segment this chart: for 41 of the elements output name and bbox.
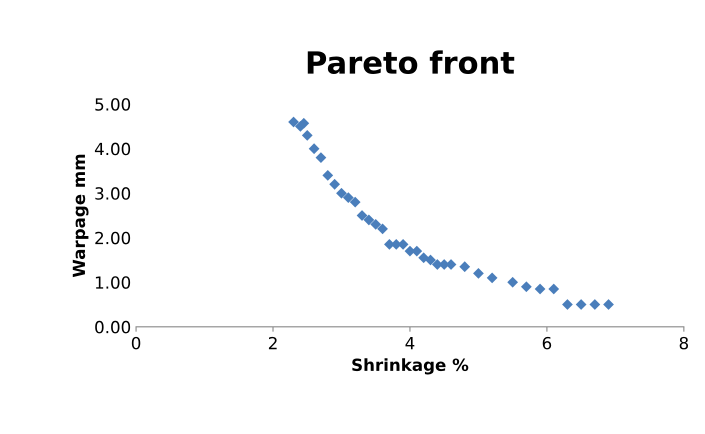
point: [288, 116, 299, 128]
point: [603, 299, 614, 310]
x-tick-label: 0: [132, 336, 140, 350]
point: [486, 272, 498, 284]
point: [589, 299, 600, 310]
point: [316, 152, 326, 163]
point: [473, 268, 484, 279]
point: [322, 170, 334, 181]
point: [562, 299, 573, 310]
point: [520, 281, 532, 292]
point: [425, 254, 436, 266]
chart-title: Pareto front: [308, 50, 514, 74]
x-tick-label: 6: [542, 336, 552, 350]
point: [308, 143, 320, 154]
x-tick-label: 4: [405, 337, 414, 350]
point: [548, 284, 560, 294]
y-axis-title: Warpage mm: [72, 154, 89, 278]
point: [298, 118, 310, 129]
point: [329, 178, 340, 190]
point: [356, 210, 368, 221]
y-tick-label: 0.00: [95, 320, 130, 334]
point: [336, 188, 347, 199]
point: [459, 261, 470, 272]
y-tick-label: 1.00: [96, 276, 130, 289]
x-tick-label: 8: [680, 336, 688, 350]
x-axis-title: Shrinkage %: [352, 358, 468, 374]
point: [576, 299, 587, 310]
y-tick-label: 3.00: [95, 187, 130, 200]
point: [377, 223, 388, 234]
y-tick-label: 5.00: [95, 98, 130, 111]
point: [370, 219, 382, 230]
y-tick-label: 4.00: [94, 142, 130, 156]
point: [342, 192, 354, 204]
point: [507, 276, 518, 288]
point: [534, 284, 546, 294]
x-tick-label: 2: [268, 336, 277, 350]
point: [350, 196, 361, 208]
y-tick-label: 2.00: [95, 232, 130, 244]
point: [302, 130, 313, 141]
point: [418, 252, 430, 264]
point: [363, 214, 374, 226]
